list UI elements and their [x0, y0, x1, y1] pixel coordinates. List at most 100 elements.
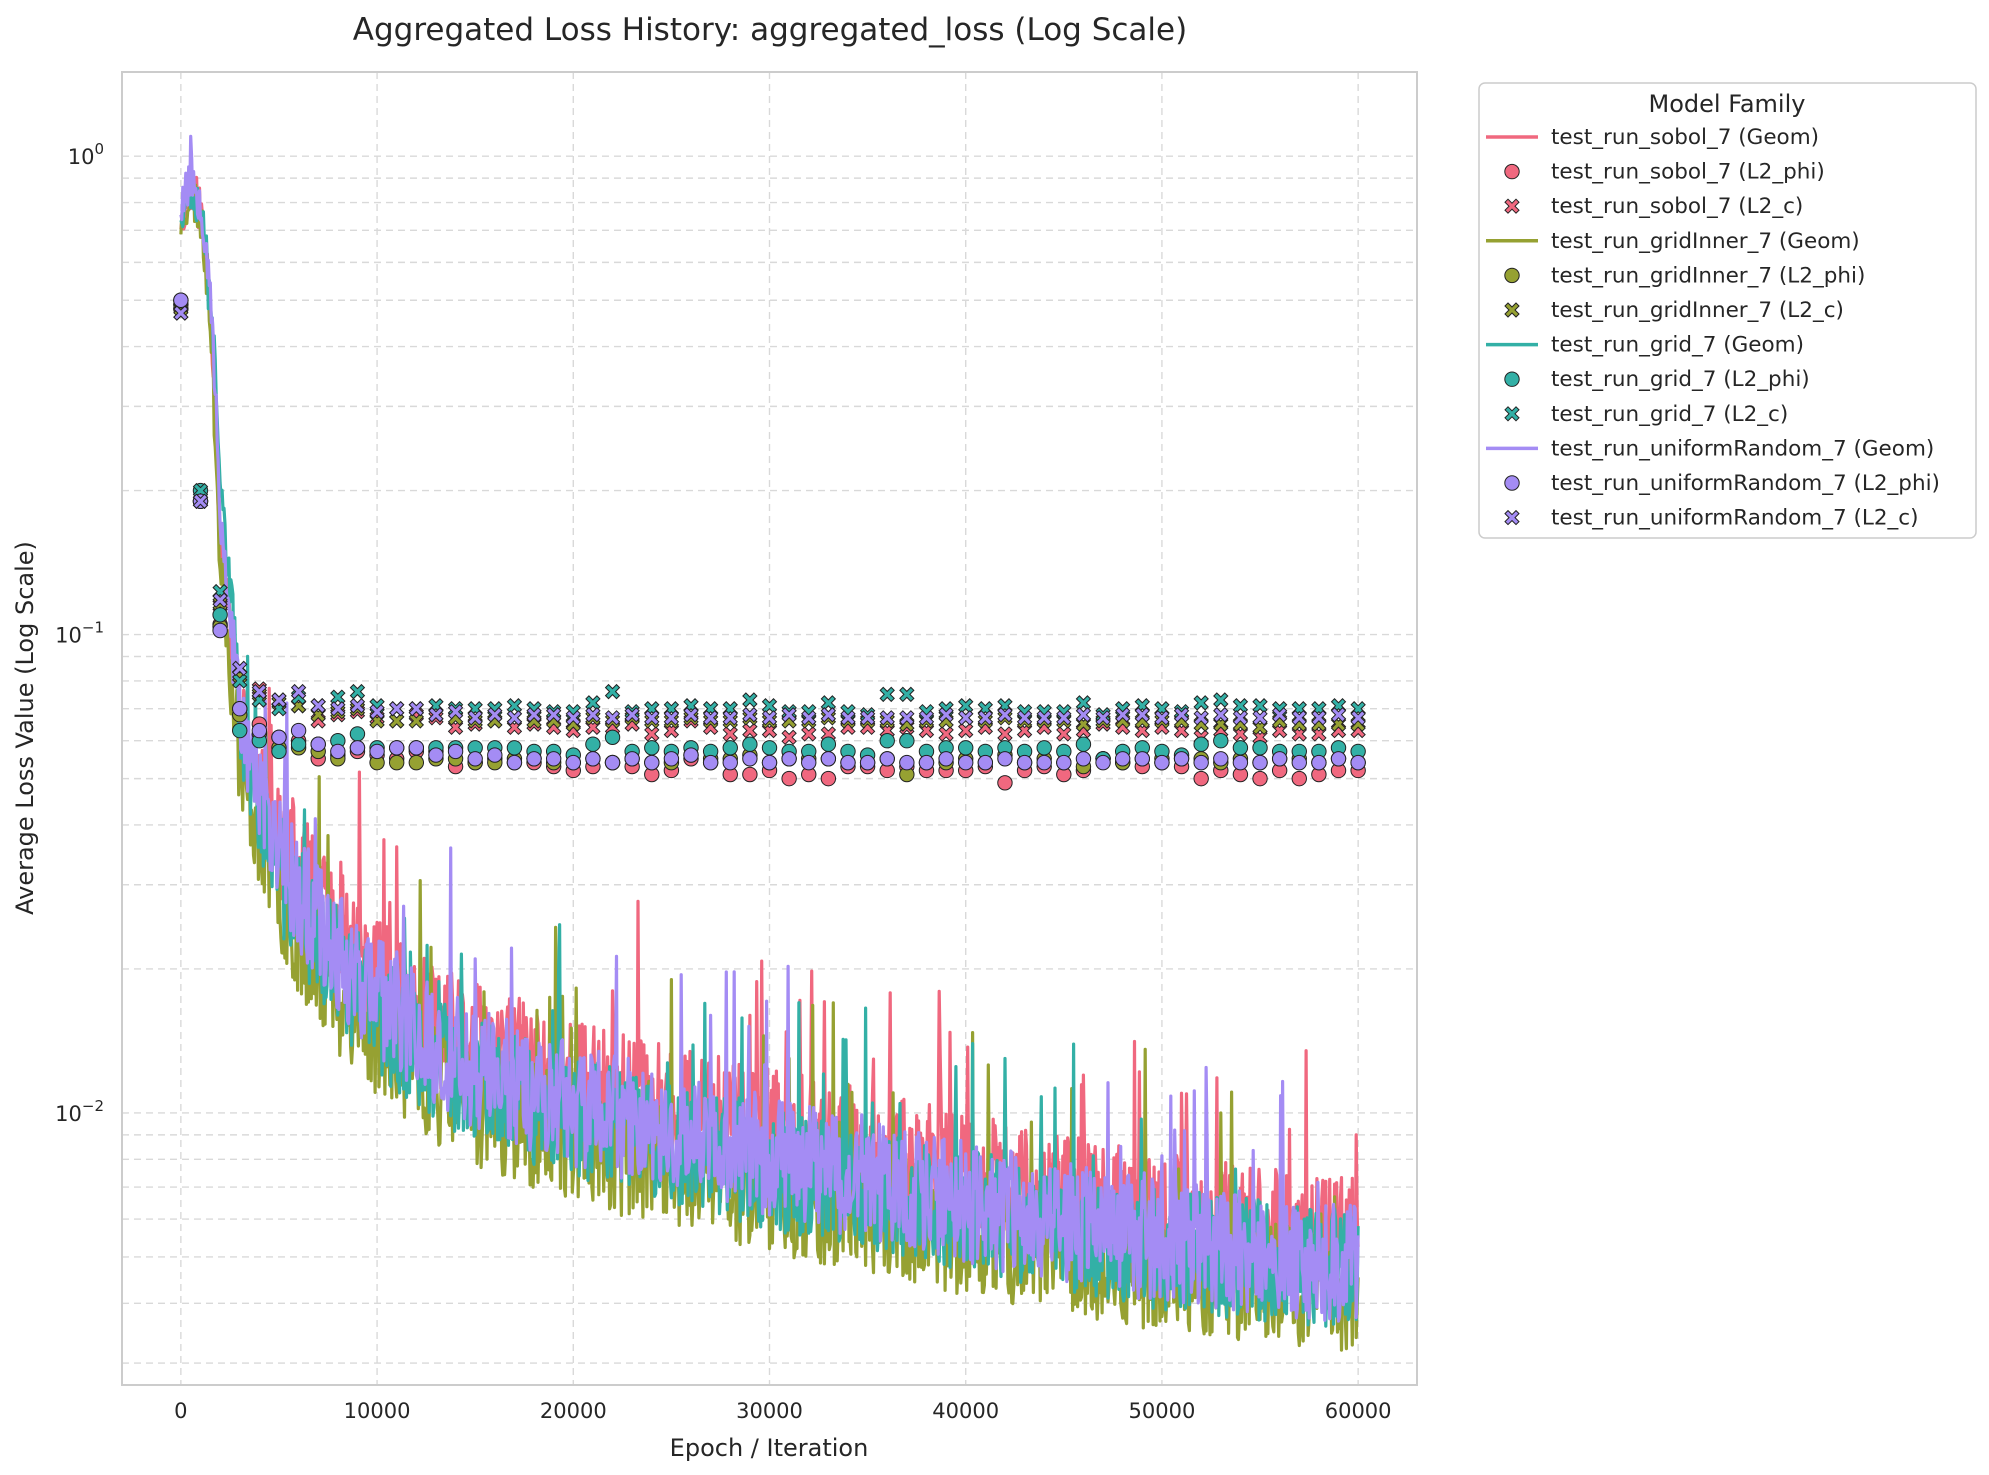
marker-circle — [251, 722, 268, 739]
marker-circle — [1036, 754, 1052, 771]
legend-entry: test_run_sobol_7 (L2_c) — [1504, 194, 1803, 219]
marker-x — [781, 729, 797, 746]
marker-x — [938, 707, 954, 723]
marker-x — [1075, 707, 1092, 723]
marker-circle — [624, 751, 640, 767]
marker-x — [526, 707, 542, 723]
marker-x — [624, 707, 640, 723]
marker-x — [1173, 707, 1190, 723]
marker-circle — [742, 766, 758, 783]
marker-circle — [1350, 754, 1366, 771]
marker-x — [761, 710, 778, 726]
legend-swatch-circle — [1504, 267, 1520, 284]
marker-circle — [879, 751, 895, 767]
marker-x — [1252, 698, 1268, 714]
y-axis-ticks: 10−2 10−1 100 — [55, 140, 104, 1126]
marker-circle — [173, 292, 189, 308]
y-axis-label: Average Loss Value (Log Scale) — [11, 541, 39, 915]
marker-x — [899, 686, 915, 703]
y-tick-label: 10−2 — [55, 1097, 104, 1126]
marker-circle — [545, 751, 562, 767]
legend-swatch-x — [1504, 406, 1520, 422]
legend-label: test_run_sobol_7 (L2_c) — [1551, 194, 1803, 219]
marker-x — [271, 692, 287, 708]
marker-x — [310, 698, 326, 714]
marker-x — [899, 710, 915, 726]
x-tick-label: 60000 — [1325, 1399, 1392, 1423]
legend-label: test_run_sobol_7 (Geom) — [1551, 125, 1819, 150]
marker-circle — [1173, 751, 1190, 767]
marker-circle — [585, 736, 601, 752]
marker-circle — [1193, 770, 1209, 787]
marker-x — [879, 710, 895, 726]
marker-circle — [958, 740, 974, 756]
marker-x — [1350, 710, 1366, 726]
series-line — [179, 175, 1360, 1352]
legend-entry: test_run_grid_7 (Geom) — [1486, 333, 1804, 358]
series-markers — [173, 292, 1366, 791]
marker-circle — [212, 622, 228, 639]
marker-x — [702, 710, 719, 726]
marker-x — [742, 707, 758, 723]
legend-label: test_run_gridInner_7 (L2_phi) — [1551, 263, 1865, 288]
marker-circle — [212, 607, 228, 623]
legend-entries: test_run_sobol_7 (Geom) test_run_sobol_7 … — [1486, 125, 1940, 531]
marker-circle — [1154, 754, 1170, 771]
marker-x — [1114, 707, 1131, 723]
marker-x — [1154, 710, 1170, 726]
marker-x — [388, 713, 405, 729]
marker-circle — [801, 754, 817, 771]
marker-circle — [977, 754, 994, 771]
series-line — [179, 181, 1360, 1328]
marker-x — [232, 660, 248, 677]
marker-x — [683, 707, 699, 723]
marker-x — [1291, 710, 1307, 726]
marker-circle — [506, 754, 523, 771]
marker-circle — [388, 754, 405, 771]
marker-x — [467, 710, 483, 726]
marker-circle — [1213, 751, 1229, 767]
marker-x — [1056, 726, 1072, 742]
marker-x — [1036, 710, 1052, 726]
marker-x — [1095, 710, 1111, 726]
marker-circle — [388, 740, 405, 756]
marker-circle — [742, 736, 758, 752]
marker-circle — [290, 736, 307, 752]
marker-circle — [447, 743, 464, 760]
marker-circle — [742, 751, 758, 767]
y-tick-label: 100 — [68, 140, 104, 169]
marker-x — [349, 698, 366, 714]
marker-x — [1134, 707, 1151, 723]
marker-circle — [958, 754, 974, 771]
marker-circle — [1075, 736, 1092, 752]
marker-circle — [1193, 736, 1209, 752]
marker-x — [212, 592, 228, 608]
legend-entry: test_run_uniformRandom_7 (L2_phi) — [1504, 471, 1940, 496]
marker-x — [487, 707, 503, 723]
marker-circle — [467, 751, 483, 767]
marker-circle — [781, 770, 797, 787]
marker-circle — [820, 751, 837, 767]
marker-x — [644, 710, 660, 726]
marker-x — [290, 683, 307, 700]
marker-circle — [271, 743, 287, 760]
marker-x — [330, 689, 346, 705]
series-lines — [179, 134, 1360, 1352]
marker-x — [781, 707, 797, 723]
marker-circle — [408, 754, 425, 771]
marker-circle — [1252, 754, 1268, 771]
marker-circle — [1095, 754, 1111, 771]
marker-circle — [1016, 754, 1033, 771]
marker-circle — [604, 729, 621, 746]
legend-entry: test_run_gridInner_7 (L2_phi) — [1504, 263, 1865, 288]
series-line — [179, 134, 1360, 1323]
marker-x — [820, 695, 837, 711]
marker-x — [997, 707, 1013, 723]
marker-circle — [899, 733, 915, 749]
marker-circle — [428, 747, 444, 763]
marker-x — [604, 683, 621, 700]
marker-x — [997, 726, 1013, 742]
marker-x — [761, 698, 778, 714]
marker-circle — [604, 754, 621, 771]
marker-x — [722, 726, 738, 742]
